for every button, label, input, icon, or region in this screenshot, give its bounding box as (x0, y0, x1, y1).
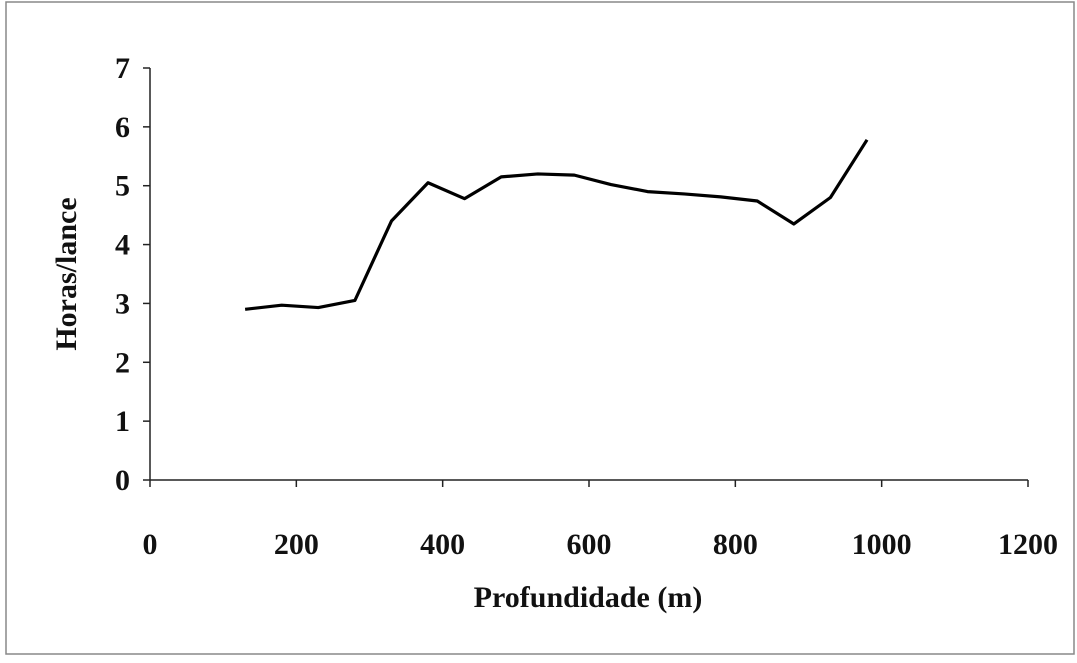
y-tick-label: 1 (115, 405, 130, 438)
y-tick-label: 2 (115, 346, 130, 379)
y-tick-label: 3 (115, 287, 130, 320)
x-tick-label: 600 (567, 528, 612, 561)
y-tick-label: 4 (115, 229, 130, 262)
y-tick-label: 6 (115, 111, 130, 144)
frame (5, 1, 1075, 655)
x-axis-title: Profundidade (m) (474, 581, 703, 614)
x-tick-label: 400 (420, 528, 465, 561)
y-tick-label: 5 (115, 170, 130, 203)
x-tick-label: 800 (713, 528, 758, 561)
data-line (244, 138, 869, 311)
x-tick-label: 0 (143, 528, 158, 561)
y-axis-title: Horas/lance (50, 197, 83, 350)
x-tick-label: 1200 (998, 528, 1058, 561)
y-tick-label: 7 (115, 52, 130, 85)
x-tick-label: 1000 (852, 528, 912, 561)
y-tick-label: 0 (115, 464, 130, 497)
x-tick-label: 200 (274, 528, 319, 561)
